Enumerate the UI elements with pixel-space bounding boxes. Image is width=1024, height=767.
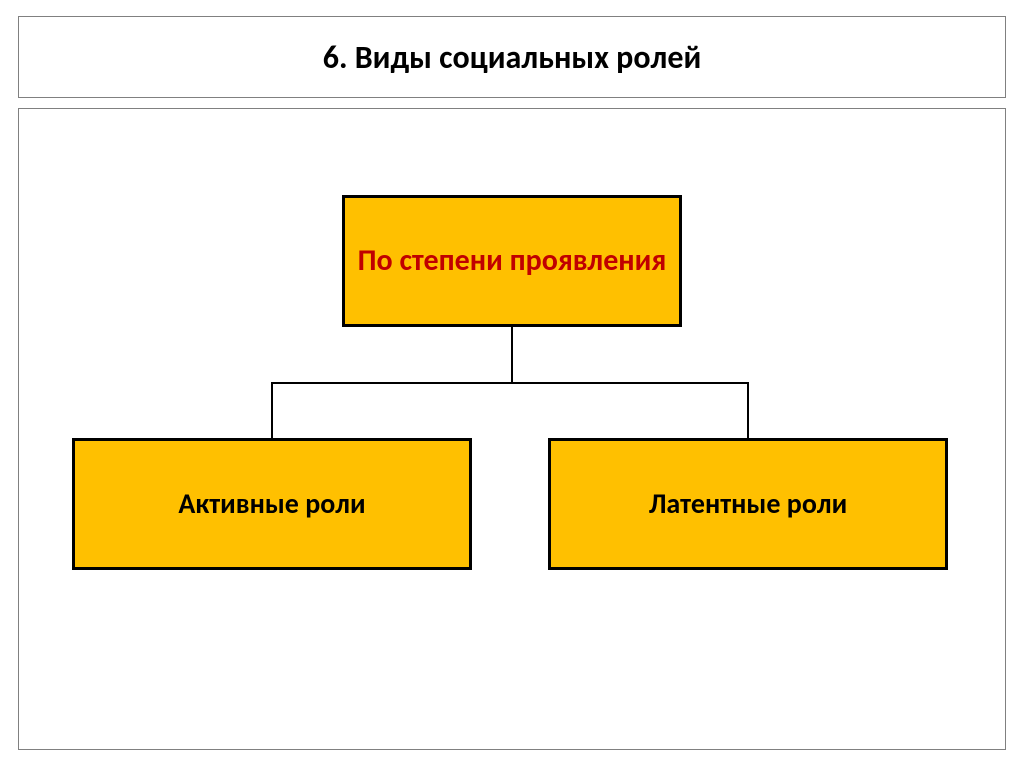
slide: 6. Виды социальных ролей По степени проя…	[0, 0, 1024, 767]
connector-drop-left	[271, 383, 273, 438]
slide-title: 6. Виды социальных ролей	[323, 38, 702, 77]
diagram-node-label: Активные роли	[178, 487, 365, 521]
diagram-node-right: Латентные роли	[548, 438, 948, 570]
diagram-node-left: Активные роли	[72, 438, 472, 570]
connector-hbar	[271, 382, 749, 384]
slide-title-box: 6. Виды социальных ролей	[18, 16, 1006, 98]
diagram-node-root: По степени проявления	[342, 195, 682, 327]
connector-trunk	[511, 327, 513, 383]
connector-drop-right	[747, 383, 749, 438]
diagram-node-label: Латентные роли	[649, 487, 847, 521]
diagram-node-label: По степени проявления	[358, 243, 667, 279]
